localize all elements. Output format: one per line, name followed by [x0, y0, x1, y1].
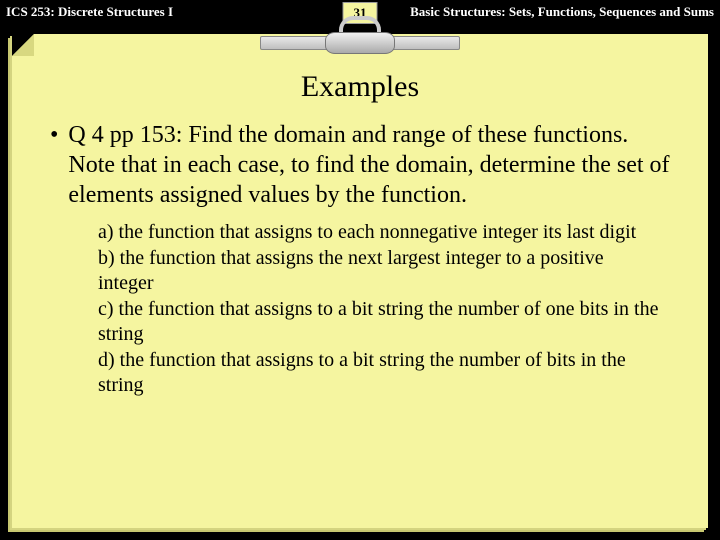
- main-bullet-text: Q 4 pp 153: Find the domain and range of…: [68, 120, 672, 210]
- sub-items-list: a) the function that assigns to each non…: [98, 220, 662, 398]
- sub-item: b) the function that assigns the next la…: [98, 246, 662, 296]
- sub-item: a) the function that assigns to each non…: [98, 220, 662, 245]
- clip-metal: [325, 32, 395, 54]
- sub-item: c) the function that assigns to a bit st…: [98, 297, 662, 347]
- page-corner-fold: [12, 34, 34, 56]
- header-left-text: ICS 253: Discrete Structures I: [6, 4, 173, 20]
- main-bullet: • Q 4 pp 153: Find the domain and range …: [48, 120, 672, 210]
- clip-ring: [325, 18, 395, 54]
- clipboard-clip: [260, 18, 460, 62]
- bullet-dot-icon: •: [50, 120, 58, 210]
- slide-page: Examples • Q 4 pp 153: Find the domain a…: [12, 34, 708, 528]
- slide-title: Examples: [40, 70, 680, 104]
- sub-item: d) the function that assigns to a bit st…: [98, 348, 662, 398]
